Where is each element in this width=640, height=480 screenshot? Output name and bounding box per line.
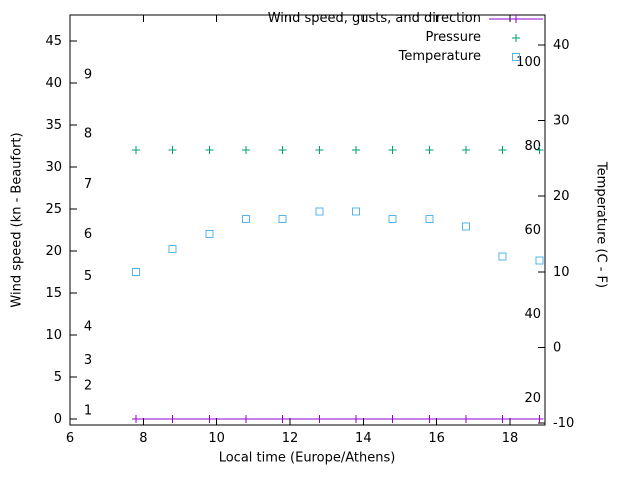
legend-label-temperature: Temperature xyxy=(398,49,481,64)
beaufort-label: 2 xyxy=(84,378,92,393)
right-axis-title: Temperature (C - F) xyxy=(593,161,609,289)
beaufort-label: 6 xyxy=(84,227,92,242)
beaufort-label: 5 xyxy=(84,269,92,284)
y-right-tick-label: -10 xyxy=(553,416,574,431)
legend-label-wind: Wind speed, gusts, and direction xyxy=(267,11,481,26)
y-left-tick-label: 45 xyxy=(45,34,62,49)
fahrenheit-label: 80 xyxy=(524,139,541,154)
legend: Wind speed, gusts, and direction Pressur… xyxy=(268,9,545,66)
temperature-point xyxy=(388,214,397,223)
temperature-point xyxy=(425,214,434,223)
legend-item-pressure: Pressure xyxy=(268,28,545,47)
beaufort-label: 4 xyxy=(84,320,92,335)
pressure-plus-marker-icon xyxy=(512,33,520,42)
y-left-tick-label: 20 xyxy=(45,244,62,259)
temperature-point xyxy=(205,230,214,238)
y-right-tick-label: 30 xyxy=(553,114,570,129)
beaufort-label: 8 xyxy=(84,126,92,141)
y-left-tick-label: 30 xyxy=(45,160,62,175)
y-right-tick-label: 20 xyxy=(553,189,570,204)
temperature-point xyxy=(462,222,471,231)
x-tick-label: 16 xyxy=(428,431,445,446)
y-right-tick-label: 40 xyxy=(553,38,570,53)
left-axis-title: Wind speed (kn - Beaufort) xyxy=(9,132,25,308)
y-left-tick-label: 25 xyxy=(45,202,62,217)
y-left-tick-label: 40 xyxy=(45,76,62,91)
x-tick-label: 10 xyxy=(208,431,225,446)
temperature-point xyxy=(352,207,361,216)
fahrenheit-label: 100 xyxy=(516,55,541,70)
y-left-tick-label: 35 xyxy=(45,118,62,133)
fahrenheit-label: 40 xyxy=(524,307,541,322)
beaufort-label: 7 xyxy=(84,177,92,192)
beaufort-label: 1 xyxy=(84,404,92,419)
legend-item-wind: Wind speed, gusts, and direction xyxy=(268,9,545,28)
temperature-point xyxy=(242,214,251,223)
temperature-point xyxy=(168,245,177,254)
y-right-tick-label: 10 xyxy=(553,265,570,280)
legend-item-temperature: Temperature xyxy=(268,47,545,66)
temperature-point xyxy=(315,207,324,216)
temperature-point xyxy=(535,256,544,265)
x-tick-label: 8 xyxy=(139,431,147,446)
beaufort-label: 9 xyxy=(84,68,92,83)
y-right-tick-label: 0 xyxy=(553,340,561,355)
fahrenheit-label: 20 xyxy=(524,391,541,406)
x-tick-label: 18 xyxy=(502,431,519,446)
temperature-point xyxy=(132,267,141,276)
x-tick-label: 14 xyxy=(355,431,372,446)
plot-border xyxy=(69,14,546,426)
beaufort-label: 3 xyxy=(84,353,92,368)
x-tick-label: 6 xyxy=(66,431,74,446)
y-left-tick-label: 5 xyxy=(54,370,62,385)
temperature-point xyxy=(278,214,287,223)
legend-label-pressure: Pressure xyxy=(425,30,481,45)
temperature-square-marker-icon xyxy=(512,52,520,61)
y-left-tick-label: 15 xyxy=(45,286,62,301)
fahrenheit-label: 60 xyxy=(524,223,541,238)
y-left-tick-label: 10 xyxy=(45,328,62,343)
wind-line-marker-icon xyxy=(489,14,543,23)
y-left-tick-label: 0 xyxy=(54,412,62,427)
temperature-point xyxy=(498,252,507,261)
x-tick-label: 12 xyxy=(282,431,299,446)
x-axis-title: Local time (Europe/Athens) xyxy=(218,450,396,466)
